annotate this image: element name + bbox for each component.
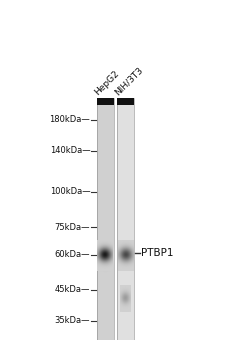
Bar xyxy=(97,98,114,340)
Bar xyxy=(117,98,134,105)
Text: 140kDa—: 140kDa— xyxy=(50,146,90,155)
Text: 35kDa—: 35kDa— xyxy=(55,316,90,325)
Text: 45kDa—: 45kDa— xyxy=(55,285,90,294)
Text: 180kDa—: 180kDa— xyxy=(49,115,90,124)
Bar xyxy=(97,98,114,105)
Text: PTBP1: PTBP1 xyxy=(141,248,173,259)
Text: 100kDa—: 100kDa— xyxy=(50,187,90,196)
Text: HepG2: HepG2 xyxy=(93,69,121,97)
Text: 60kDa—: 60kDa— xyxy=(55,250,90,259)
Bar xyxy=(117,98,134,340)
Text: 75kDa—: 75kDa— xyxy=(55,223,90,232)
Text: NIH/3T3: NIH/3T3 xyxy=(113,65,145,97)
